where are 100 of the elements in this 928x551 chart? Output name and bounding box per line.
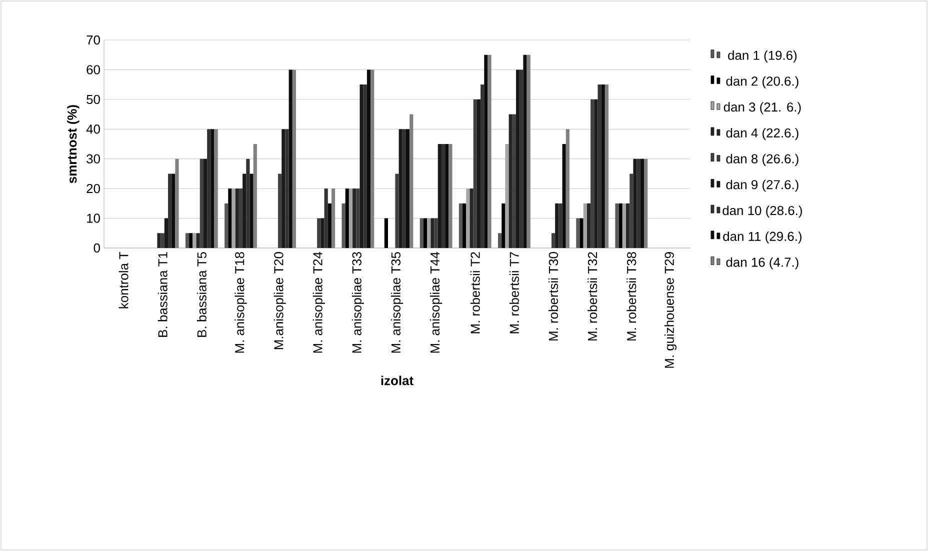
bar bbox=[562, 144, 566, 248]
bar bbox=[410, 114, 414, 248]
y-tick-label: 20 bbox=[86, 184, 100, 194]
bar bbox=[235, 188, 239, 248]
bar bbox=[406, 129, 410, 248]
bar bbox=[636, 158, 640, 248]
bar bbox=[395, 174, 399, 248]
bar bbox=[210, 129, 214, 248]
bar bbox=[328, 203, 332, 248]
bar bbox=[189, 233, 193, 248]
x-tick-label: M. anisopliae T35 bbox=[390, 252, 404, 353]
bar bbox=[324, 188, 328, 248]
bar bbox=[601, 84, 605, 248]
bar bbox=[238, 188, 243, 248]
bar bbox=[438, 144, 442, 248]
x-tick-label: M. robertsii T32 bbox=[588, 252, 598, 340]
bar bbox=[366, 70, 371, 248]
bar bbox=[164, 218, 168, 248]
bar bbox=[242, 174, 246, 248]
bar bbox=[250, 174, 254, 248]
bar bbox=[580, 218, 584, 248]
bar bbox=[516, 70, 520, 248]
y-tick-label: 30 bbox=[86, 154, 100, 164]
bar bbox=[434, 218, 438, 248]
x-tick-label: M. robertsii T38 bbox=[626, 252, 636, 340]
x-tick-label: B. bassiana T5 bbox=[196, 252, 206, 337]
bar bbox=[590, 99, 594, 248]
bar bbox=[630, 174, 634, 248]
legend-label: dan 16 (4.7.) bbox=[726, 257, 798, 270]
bar bbox=[512, 114, 516, 248]
y-tick-label: 70 bbox=[86, 35, 100, 45]
bar bbox=[185, 233, 190, 248]
legend-label: dan 1 (19.6) bbox=[728, 50, 797, 62]
bar bbox=[430, 218, 434, 248]
bar bbox=[615, 203, 619, 248]
bar bbox=[196, 233, 200, 248]
legend-label: dan 8 (26.6.) bbox=[726, 154, 798, 166]
bar bbox=[214, 129, 218, 248]
bar bbox=[288, 70, 292, 248]
bar bbox=[224, 203, 228, 248]
x-tick-label: M. robertsii T7 bbox=[509, 252, 519, 334]
bar bbox=[604, 84, 609, 248]
bar bbox=[480, 84, 484, 248]
bar bbox=[445, 144, 449, 248]
bar bbox=[172, 174, 176, 248]
bar bbox=[551, 233, 556, 248]
bar bbox=[520, 70, 524, 248]
bar bbox=[228, 188, 232, 248]
bar bbox=[626, 203, 630, 248]
bar bbox=[526, 54, 530, 248]
bar bbox=[566, 129, 570, 248]
bar bbox=[317, 218, 321, 248]
bar bbox=[278, 174, 282, 248]
bar bbox=[207, 129, 211, 248]
x-tick-label: M. anisopliae T18 bbox=[234, 252, 247, 353]
bar bbox=[484, 54, 488, 248]
bar bbox=[470, 188, 474, 248]
x-tick-label: M. anisopliae T24 bbox=[312, 252, 325, 353]
bar bbox=[598, 84, 602, 248]
bar bbox=[246, 158, 250, 248]
x-tick-label: M. anisopliae T33 bbox=[352, 252, 364, 353]
bar bbox=[523, 54, 527, 248]
bar bbox=[476, 99, 481, 248]
bar bbox=[282, 129, 286, 248]
bar bbox=[292, 70, 296, 248]
x-tick-label: M. guizhouense T29 bbox=[664, 252, 677, 368]
bar bbox=[168, 174, 172, 248]
bar bbox=[384, 218, 388, 248]
bar bbox=[640, 158, 644, 248]
x-tick-label: M. anisopliae T44 bbox=[430, 252, 442, 353]
bar bbox=[462, 203, 466, 248]
bar bbox=[345, 188, 349, 248]
y-axis-title: smrtnost (%) bbox=[67, 105, 80, 184]
x-tick-label: B. bassiana T1 bbox=[158, 252, 168, 337]
bar bbox=[448, 144, 452, 248]
x-tick-label: kontrola T bbox=[118, 252, 128, 308]
y-tick-label: 50 bbox=[86, 94, 100, 104]
y-tick-label: 0 bbox=[94, 243, 100, 253]
x-tick-label: M. robertsii T30 bbox=[548, 252, 558, 340]
bar bbox=[498, 233, 502, 248]
legend-label: dan 2 (20.6.) bbox=[726, 76, 798, 88]
bar bbox=[576, 218, 580, 248]
bar bbox=[356, 188, 360, 248]
bar bbox=[200, 158, 204, 248]
bar bbox=[555, 203, 559, 248]
bar bbox=[441, 144, 446, 248]
x-tick-label: M.anisopliae T20 bbox=[274, 252, 286, 350]
bar bbox=[473, 99, 477, 248]
bar bbox=[360, 84, 364, 248]
bar bbox=[644, 158, 648, 248]
bar bbox=[420, 218, 424, 248]
bar bbox=[370, 70, 374, 248]
bar bbox=[618, 203, 622, 248]
bar bbox=[594, 99, 598, 248]
bar bbox=[175, 158, 179, 248]
bar bbox=[203, 158, 208, 248]
x-axis-title: izolat bbox=[381, 376, 414, 386]
bar bbox=[586, 203, 591, 248]
bar bbox=[502, 203, 506, 248]
bar bbox=[342, 203, 346, 248]
